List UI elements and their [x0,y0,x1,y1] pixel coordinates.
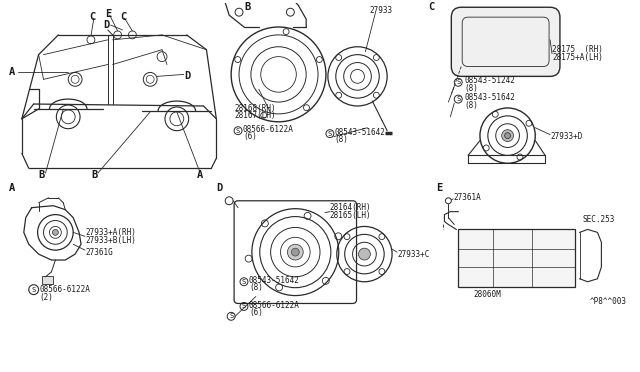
Text: A: A [9,67,15,77]
Text: 28175+A(LH): 28175+A(LH) [552,53,603,62]
Circle shape [502,130,513,141]
Text: SEC.253: SEC.253 [582,215,615,224]
Text: 28060M: 28060M [473,290,500,299]
Text: (8): (8) [249,283,263,292]
Text: (6): (6) [249,308,263,317]
Circle shape [287,244,303,260]
Text: B: B [244,2,250,12]
Text: 08543-51642: 08543-51642 [335,128,386,137]
Text: 08566-6122A: 08566-6122A [40,285,90,294]
Circle shape [52,230,58,235]
Text: S: S [242,279,246,285]
Circle shape [504,133,511,139]
Text: 27933+A(RH): 27933+A(RH) [85,228,136,237]
Text: B: B [91,170,97,180]
Text: C: C [429,2,435,12]
Text: D: D [185,71,191,81]
Text: 28167(LH): 28167(LH) [234,111,276,121]
Text: 08543-51642: 08543-51642 [249,276,300,285]
Text: B: B [38,170,45,180]
Text: 28165(LH): 28165(LH) [330,211,371,220]
Text: E: E [436,183,443,193]
Text: A: A [9,183,15,193]
Text: S: S [456,96,460,102]
Circle shape [358,248,371,260]
Text: 27933: 27933 [369,6,392,15]
Text: S: S [456,79,460,85]
Text: 08566-6122A: 08566-6122A [249,301,300,310]
FancyBboxPatch shape [451,7,560,76]
Text: S: S [31,287,36,293]
Text: S: S [328,131,332,137]
Text: D: D [216,183,223,193]
Text: 27933+D: 27933+D [550,132,582,141]
Text: S: S [236,128,240,134]
Text: D: D [103,20,109,30]
Text: A: A [196,170,203,180]
Text: 08543-51642: 08543-51642 [464,93,515,102]
Text: 27361G: 27361G [85,248,113,257]
Text: (8): (8) [335,135,349,144]
Text: 27361A: 27361A [453,193,481,202]
Circle shape [291,248,300,256]
Text: 28175  (RH): 28175 (RH) [552,45,603,54]
Text: (2): (2) [40,293,54,302]
Text: S: S [242,304,246,310]
Text: (8): (8) [464,100,478,109]
Text: 08566-6122A: 08566-6122A [243,125,294,134]
Text: 08543-51242: 08543-51242 [464,76,515,85]
Text: E: E [105,9,111,19]
Text: ^P8^^003: ^P8^^003 [589,297,627,306]
Text: C: C [89,12,95,22]
FancyBboxPatch shape [42,276,53,284]
Text: 28164(RH): 28164(RH) [330,203,371,212]
Text: C: C [120,12,127,22]
Text: (8): (8) [464,84,478,93]
Text: (6): (6) [243,132,257,141]
Text: 27933+B(LH): 27933+B(LH) [85,236,136,245]
FancyBboxPatch shape [458,230,575,287]
Text: S: S [229,313,233,319]
Text: 27933+C: 27933+C [397,250,429,259]
Text: 28168(RH): 28168(RH) [234,105,276,113]
